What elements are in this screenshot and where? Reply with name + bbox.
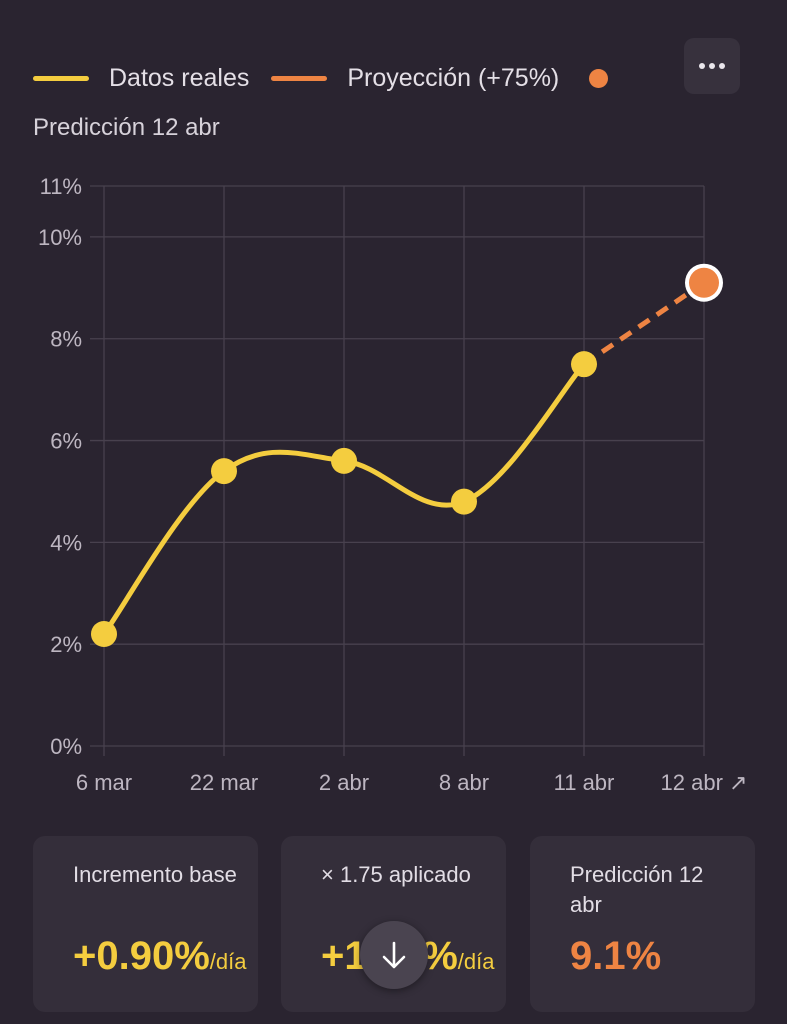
series-line-projection xyxy=(582,280,706,367)
base-increment-value: +0.90%/día xyxy=(73,934,247,978)
base-increment-unit: /día xyxy=(209,949,247,974)
legend-projection-label: Proyección (+75%) xyxy=(347,63,560,92)
scroll-down-button[interactable] xyxy=(360,921,428,989)
applied-multiplier-unit: /día xyxy=(457,949,495,974)
y-tick-label: 8% xyxy=(50,327,82,352)
y-tick-label: 10% xyxy=(38,225,82,250)
y-tick-label: 4% xyxy=(50,530,82,555)
x-tick-label: 8 abr xyxy=(439,770,489,795)
data-point-actual xyxy=(571,351,597,378)
y-tick-label: 11% xyxy=(40,174,82,199)
more-options-button[interactable] xyxy=(684,38,740,94)
legend-projection: Proyección (+75%) xyxy=(271,63,609,93)
legend-actual-swatch xyxy=(33,75,89,81)
data-point-projection xyxy=(689,267,719,298)
y-tick-label: 6% xyxy=(50,429,82,454)
prediction-value: 9.1% xyxy=(570,934,662,978)
applied-multiplier-label: × 1.75 aplicado xyxy=(321,862,471,887)
chart-subtitle: Predicción 12 abr xyxy=(33,114,220,141)
x-tick-label: 2 abr xyxy=(319,770,369,795)
data-point-actual xyxy=(331,447,357,474)
chart-legend: Datos reales Proyección (+75%) xyxy=(33,58,630,98)
x-tick-label: 6 mar xyxy=(76,770,132,795)
arrow-down-icon xyxy=(382,941,406,969)
legend-actual: Datos reales xyxy=(33,64,249,93)
base-increment-label: Incremento base xyxy=(73,862,237,887)
x-tick-label: 22 mar xyxy=(190,770,258,795)
y-tick-label: 2% xyxy=(50,632,82,657)
data-point-actual xyxy=(211,458,237,485)
prediction-card: Predicción 12 abr 9.1% xyxy=(530,836,755,1012)
prediction-label: Predicción 12 abr xyxy=(570,862,704,917)
legend-projection-dot xyxy=(589,68,609,88)
more-horizontal-icon xyxy=(699,63,725,69)
legend-projection-swatch xyxy=(271,75,328,81)
legend-actual-label: Datos reales xyxy=(109,63,250,92)
data-point-actual xyxy=(91,621,117,647)
x-tick-label: 12 abr ↗ xyxy=(661,770,748,795)
base-increment-card: Incremento base +0.90%/día xyxy=(33,836,258,1012)
x-tick-label: 11 abr xyxy=(554,770,615,795)
data-point-actual xyxy=(451,488,477,515)
line-chart: 0% 2% 4% 6% 8% 10% 11% 6 mar 22 mar 2 abr 8 abr 11 … xyxy=(38,174,748,795)
y-tick-label: 0% xyxy=(50,734,82,759)
